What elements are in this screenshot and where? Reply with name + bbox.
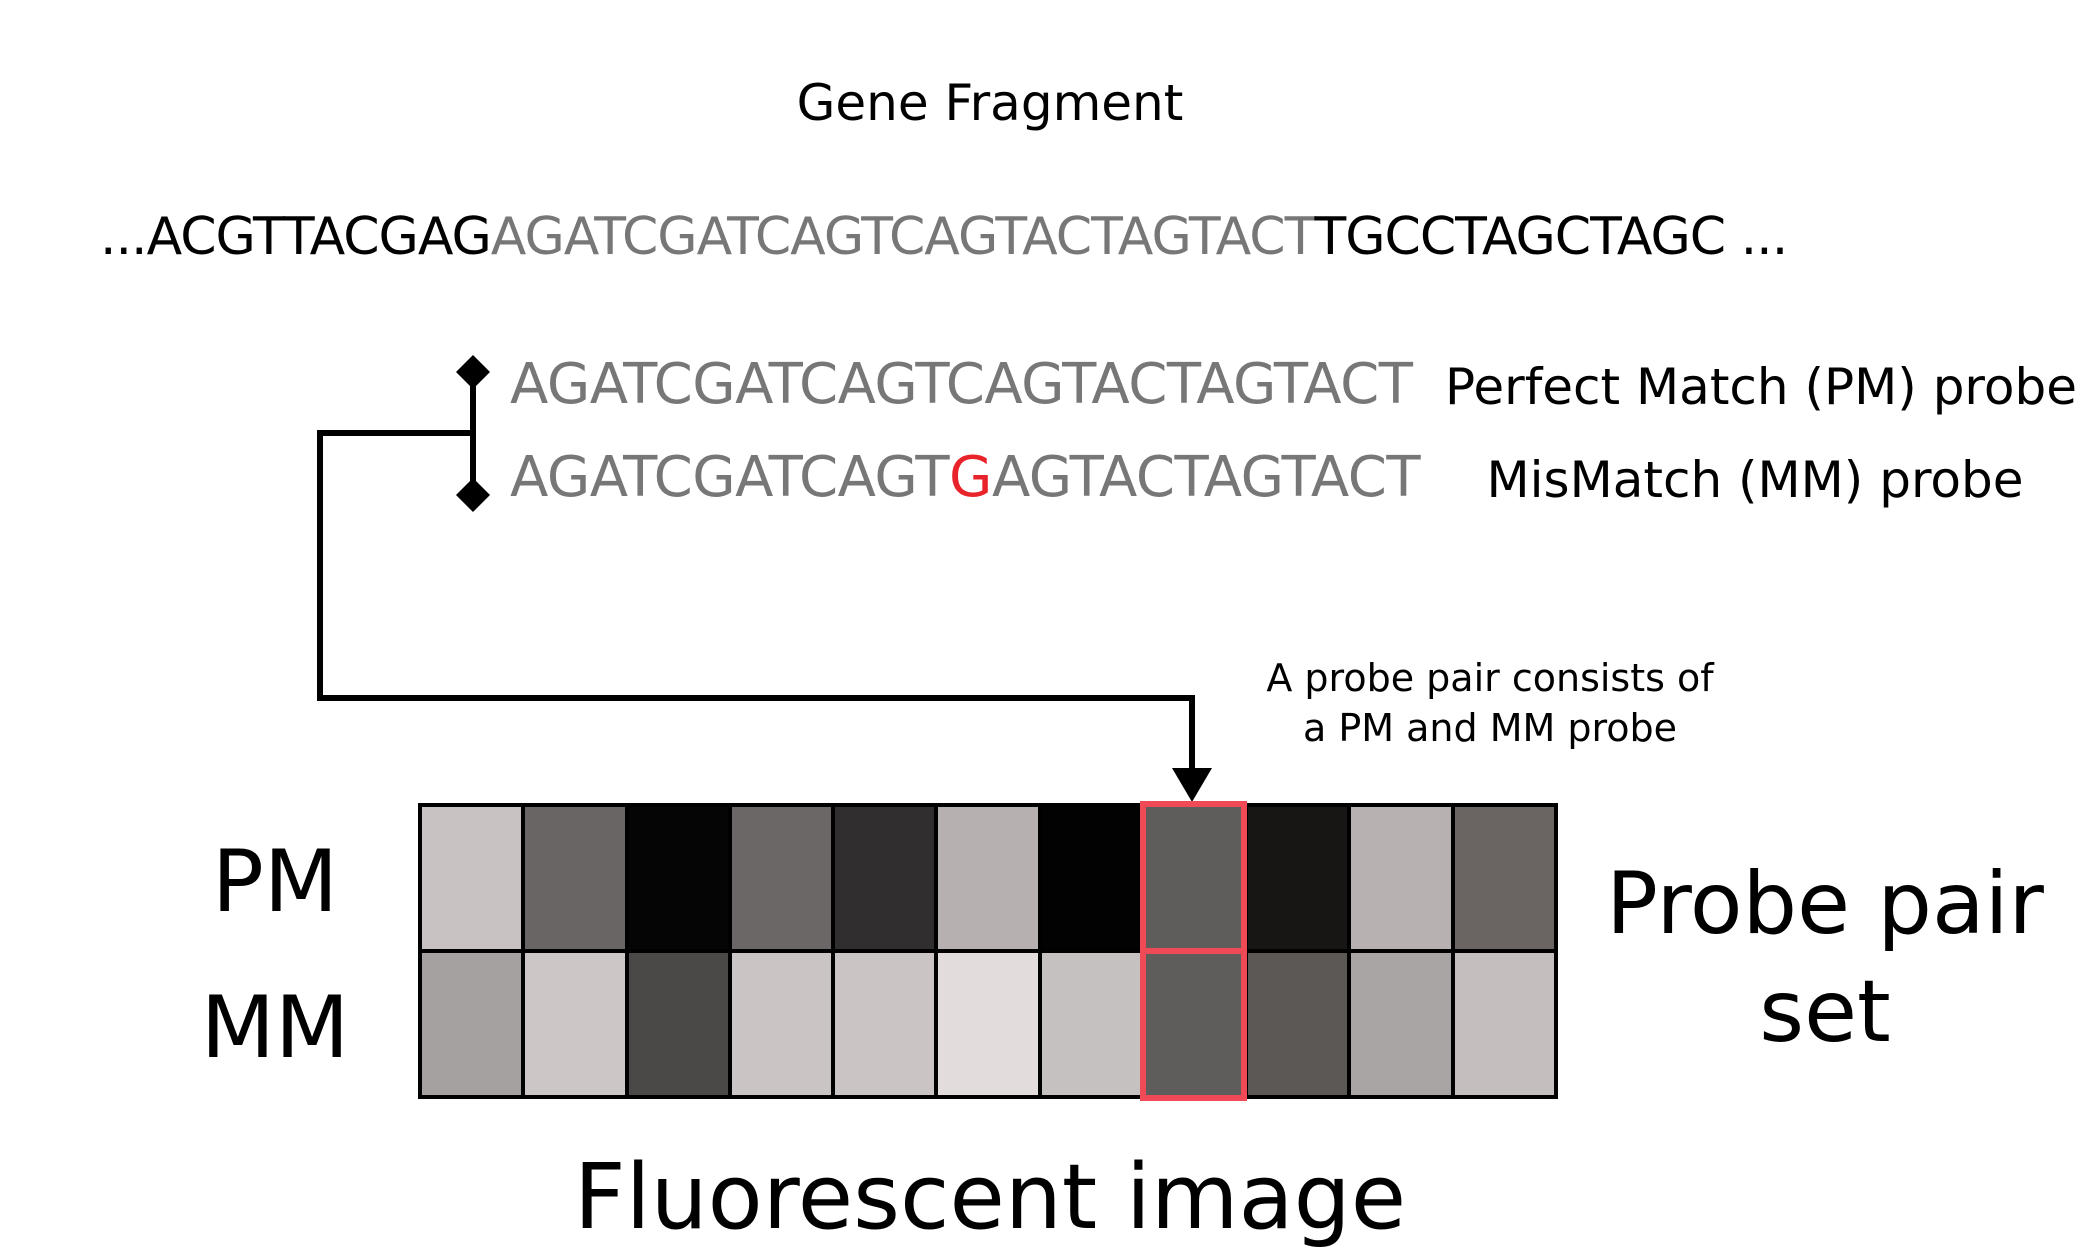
mm-probe-diamond-icon (456, 478, 490, 512)
pm-probe-cell (731, 807, 832, 949)
probe-pair-set-line2: set (1759, 962, 1891, 1062)
mm-probe-sequence: AGATCGATCAGTGAGTACTAGTACT (510, 445, 1421, 510)
mm-probe-cell (422, 953, 522, 1095)
mm-sequence-after: AGTACTAGTACT (991, 445, 1421, 510)
probe-pair-note: A probe pair consists of a PM and MM pro… (1230, 653, 1750, 753)
pm-row-label: PM (211, 832, 339, 932)
mm-row-label: MM (200, 978, 350, 1078)
probe-pair-highlight-divider (1140, 948, 1247, 954)
probe-pair-set-label: Probe pair set (1590, 850, 2060, 1066)
probe-pair-note-line1: A probe pair consists of (1266, 656, 1714, 700)
mm-probe-cell (938, 953, 1038, 1095)
mm-probe-cell (628, 953, 728, 1095)
pm-probe-cell (1351, 807, 1451, 949)
pm-probe-cell (1454, 807, 1554, 949)
pm-probe-label: Perfect Match (PM) probe (1445, 358, 2077, 416)
probe-pair-note-line2: a PM and MM probe (1302, 706, 1678, 750)
pm-probe-cell (525, 807, 625, 949)
mm-probe-cell (1144, 953, 1245, 1095)
pm-probe-cell (422, 807, 522, 949)
mm-probe-label: MisMatch (MM) probe (1486, 451, 2024, 509)
probe-pair-set-line1: Probe pair (1606, 854, 2044, 954)
mm-probe-cell (835, 953, 935, 1095)
mm-probe-cell (1454, 953, 1554, 1095)
gene-fragment-sequence: ...ACGTTACGAGAGATCGATCAGTCAGTACTAGTACTTG… (100, 207, 1788, 267)
pm-probe-cell (1041, 807, 1141, 949)
pm-probe-sequence: AGATCGATCAGTCAGTACTAGTACT (510, 352, 1413, 417)
mm-probe-cell (731, 953, 832, 1095)
pm-probe-cell (938, 807, 1038, 949)
mm-probe-cell (525, 953, 625, 1095)
fluorescent-image-grid (418, 803, 1558, 1099)
pm-probe-cell (1248, 807, 1348, 949)
sequence-prefix: ...ACGTTACGAG (100, 207, 492, 267)
pm-probe-cell (628, 807, 728, 949)
diagram-title: Gene Fragment (796, 74, 1184, 132)
pm-probe-diamond-icon (456, 355, 490, 389)
mismatch-base: G (949, 445, 992, 510)
pm-probe-cell (1144, 807, 1245, 949)
sequence-probe-region: AGATCGATCAGTCAGTACTAGTACT (490, 207, 1316, 267)
mm-probe-cell (1041, 953, 1141, 1095)
sequence-suffix: TGCCTAGCTAGC ... (1314, 207, 1788, 267)
mm-probe-cell (1351, 953, 1451, 1095)
fluorescent-image-caption: Fluorescent image (573, 1145, 1407, 1250)
arrow-head-icon (1172, 768, 1212, 802)
mm-sequence-before: AGATCGATCAGT (510, 445, 950, 510)
mm-probe-cell (1248, 953, 1348, 1095)
pm-probe-cell (835, 807, 935, 949)
